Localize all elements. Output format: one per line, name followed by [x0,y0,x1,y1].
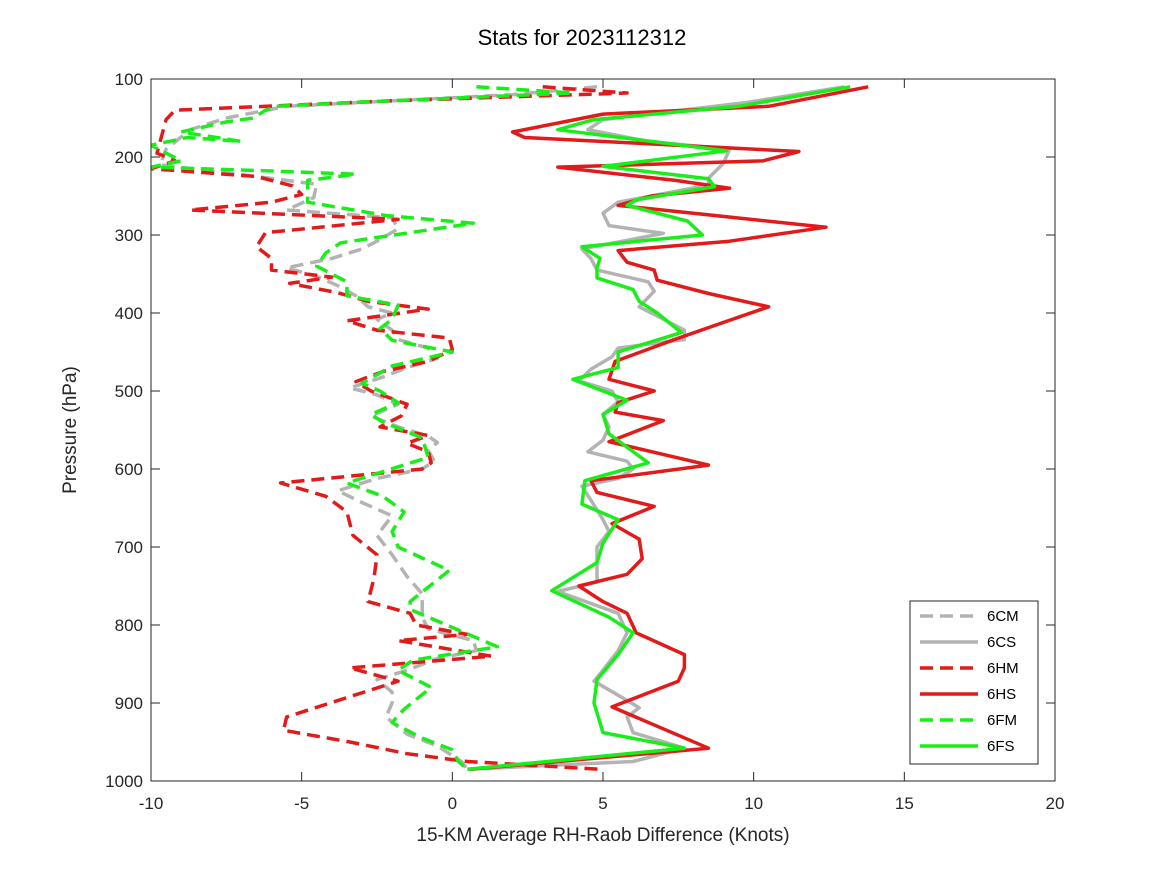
series-6fs-line [467,85,851,772]
x-tick-label: -10 [139,794,164,813]
y-tick-label: 100 [115,70,143,89]
y-tick-label: 800 [115,616,143,635]
y-tick-label: 1000 [105,772,143,791]
legend-label-6fm: 6FM [987,712,1017,729]
series-6hs-line [470,85,869,772]
legend-label-6hm: 6HM [987,660,1019,677]
y-tick-label: 600 [115,460,143,479]
x-axis-label: 15-KM Average RH-Raob Difference (Knots) [416,825,789,846]
x-tick-label: 10 [744,794,763,813]
series-6cm-line [158,85,598,771]
series-6cs-line [467,85,845,772]
y-tick-label: 500 [115,382,143,401]
y-axis-label: Pressure (hPa) [60,366,81,494]
x-tick-label: 15 [895,794,914,813]
legend-label-6fs: 6FS [987,738,1015,755]
chart-title: Stats for 2023112312 [478,25,687,50]
legend-box [909,600,1039,765]
series-6hm-line [151,85,629,772]
plot-series [151,85,869,772]
y-tick-label: 700 [115,538,143,557]
x-tick-label: -5 [294,794,309,813]
y-tick-label: 400 [115,304,143,323]
x-tick-label: 20 [1046,794,1065,813]
legend-label-6cm: 6CM [987,608,1019,625]
legend: 6CM 6CS 6HM 6HS 6FM 6FS [909,600,1039,765]
x-tick-label: 5 [598,794,607,813]
y-tick-label: 200 [115,148,143,167]
legend-label-6cs: 6CS [987,634,1016,651]
legend-label-6hs: 6HS [987,686,1016,703]
axis-ticks: -10 -5 0 5 10 15 20 100 200 300 400 500 600 700 800 900… [105,70,1064,813]
y-tick-label: 300 [115,226,143,245]
y-tick-label: 900 [115,694,143,713]
x-tick-label: 0 [448,794,457,813]
